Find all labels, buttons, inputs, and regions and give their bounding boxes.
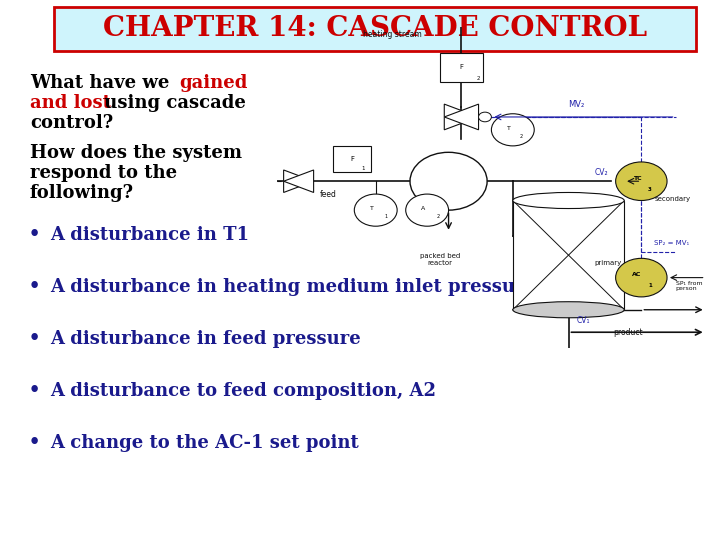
Polygon shape bbox=[444, 104, 479, 130]
Circle shape bbox=[492, 114, 534, 146]
Circle shape bbox=[479, 112, 492, 122]
Bar bbox=[333, 146, 372, 172]
Text: T: T bbox=[507, 126, 510, 131]
Text: •: • bbox=[28, 276, 41, 298]
Circle shape bbox=[616, 258, 667, 297]
Text: CV₁: CV₁ bbox=[577, 315, 590, 325]
Text: secondary: secondary bbox=[654, 195, 690, 201]
Text: 1: 1 bbox=[648, 283, 652, 288]
Text: A disturbance in heating medium inlet pressure: A disturbance in heating medium inlet pr… bbox=[50, 278, 536, 296]
Text: T: T bbox=[369, 206, 374, 211]
Text: A disturbance to feed composition, A2: A disturbance to feed composition, A2 bbox=[50, 382, 436, 400]
Text: How does the system: How does the system bbox=[30, 144, 242, 162]
Text: A disturbance in T1: A disturbance in T1 bbox=[50, 226, 249, 244]
Text: •: • bbox=[28, 380, 41, 402]
Text: MV₂: MV₂ bbox=[569, 100, 585, 109]
Text: F: F bbox=[350, 156, 354, 162]
Text: 2: 2 bbox=[520, 134, 523, 139]
Ellipse shape bbox=[513, 302, 624, 318]
Circle shape bbox=[410, 152, 487, 210]
Text: •: • bbox=[28, 328, 41, 350]
Ellipse shape bbox=[513, 192, 624, 208]
Circle shape bbox=[406, 194, 449, 226]
Bar bbox=[513, 200, 624, 310]
FancyBboxPatch shape bbox=[54, 7, 696, 51]
Text: What have we: What have we bbox=[30, 74, 176, 92]
Text: •: • bbox=[28, 224, 41, 246]
Polygon shape bbox=[444, 104, 479, 130]
Text: control?: control? bbox=[30, 114, 113, 132]
Text: primary: primary bbox=[594, 260, 621, 266]
Text: respond to the: respond to the bbox=[30, 164, 177, 182]
Text: SP₂ = MV₁: SP₂ = MV₁ bbox=[654, 240, 690, 246]
Circle shape bbox=[354, 194, 397, 226]
Text: F: F bbox=[459, 64, 464, 70]
Text: 2: 2 bbox=[436, 214, 439, 219]
Text: feed: feed bbox=[320, 190, 337, 199]
Text: CHAPTER 14: CASCADE CONTROL: CHAPTER 14: CASCADE CONTROL bbox=[103, 15, 647, 42]
Text: SP₁ from
person: SP₁ from person bbox=[675, 281, 702, 292]
Polygon shape bbox=[284, 170, 314, 192]
Polygon shape bbox=[284, 170, 314, 192]
Text: 2: 2 bbox=[477, 76, 480, 81]
Text: and lost: and lost bbox=[30, 94, 111, 112]
Text: 3: 3 bbox=[648, 187, 652, 192]
Text: A change to the AC-1 set point: A change to the AC-1 set point bbox=[50, 434, 359, 452]
Text: heating stream: heating stream bbox=[364, 30, 422, 39]
Text: product: product bbox=[613, 328, 643, 338]
Text: TC: TC bbox=[633, 176, 642, 180]
Text: A: A bbox=[420, 206, 425, 211]
Text: 1: 1 bbox=[361, 166, 364, 171]
Text: 1: 1 bbox=[385, 214, 388, 219]
Text: following?: following? bbox=[30, 184, 134, 202]
Text: A disturbance in feed pressure: A disturbance in feed pressure bbox=[50, 330, 361, 348]
Circle shape bbox=[616, 162, 667, 200]
Text: gained: gained bbox=[179, 74, 248, 92]
Text: •: • bbox=[28, 432, 41, 454]
Text: CV₂: CV₂ bbox=[594, 168, 608, 177]
Text: AC: AC bbox=[632, 272, 642, 277]
Bar bbox=[440, 53, 483, 82]
Text: using cascade: using cascade bbox=[98, 94, 246, 112]
Text: packed bed
reactor: packed bed reactor bbox=[420, 253, 460, 266]
